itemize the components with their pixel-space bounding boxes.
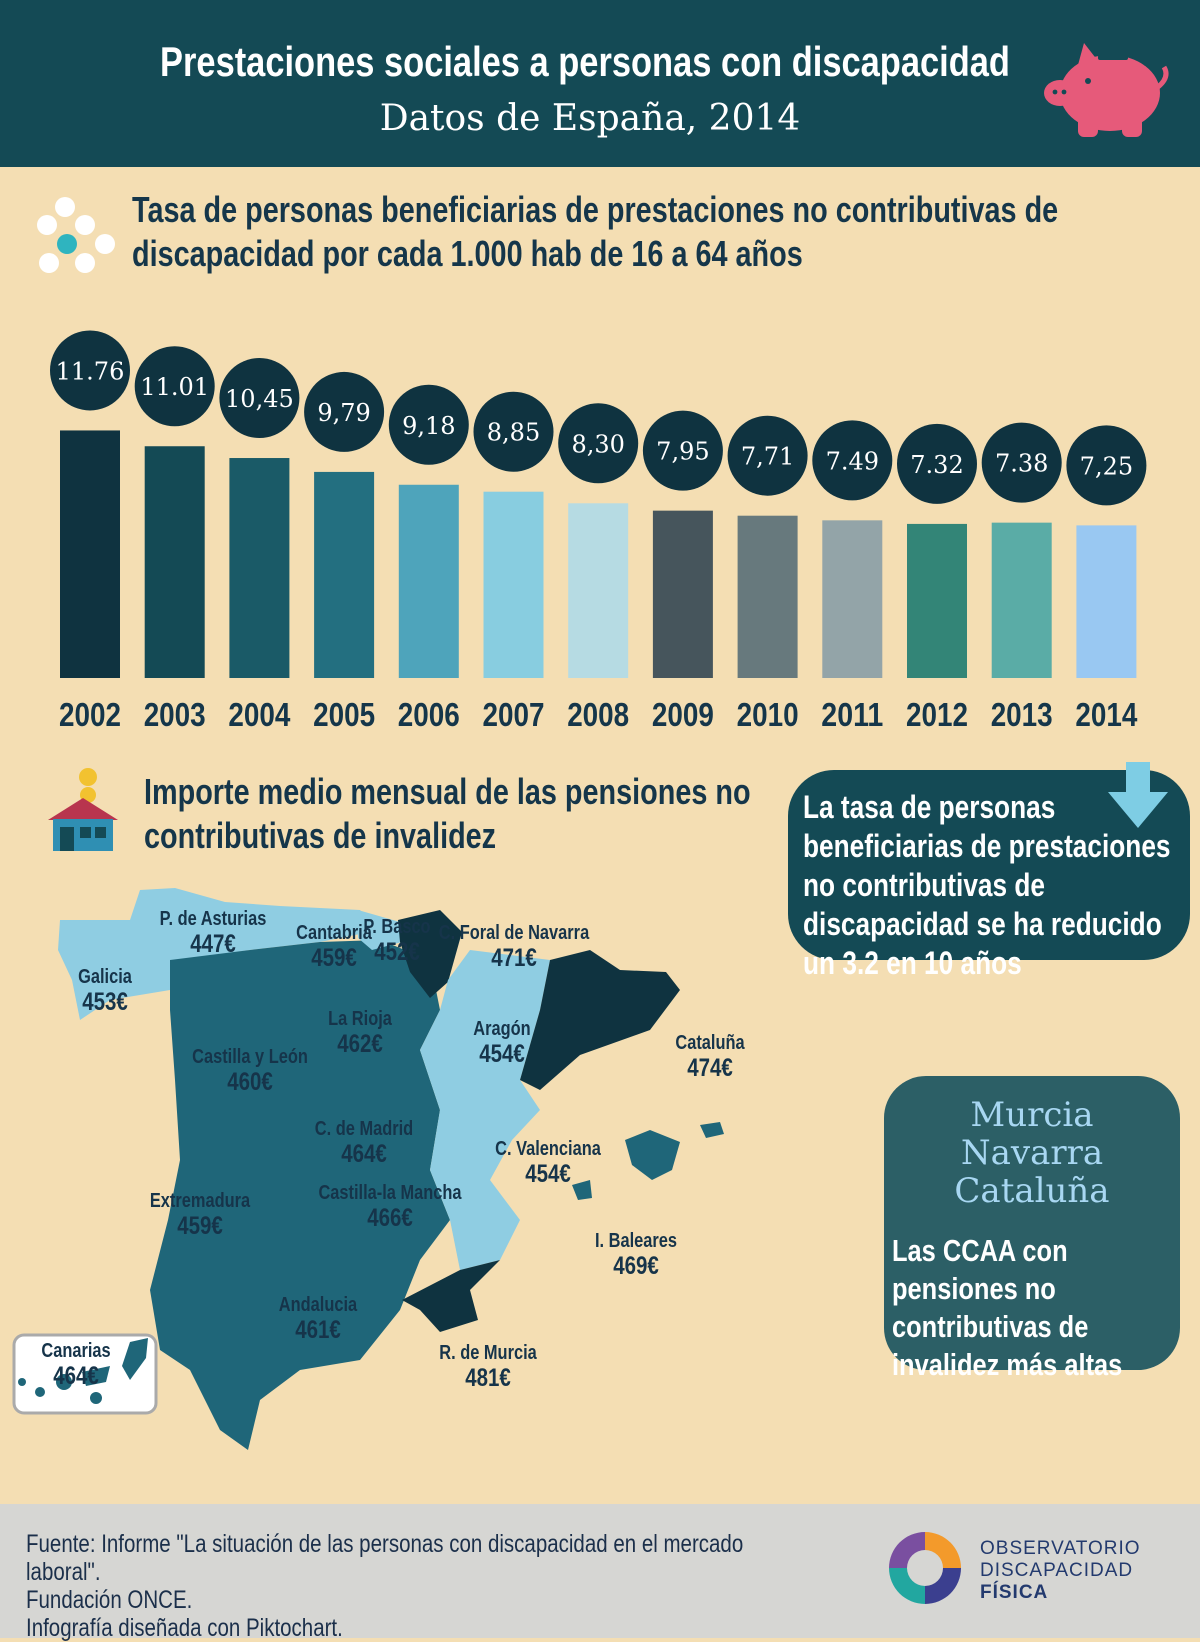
year-label-2011: 2011	[821, 696, 883, 733]
bar-chart: 11.76 2002 11.01 2003 10,45 2004 9,79 2005 9,18 2…	[50, 330, 1147, 733]
year-label-2006: 2006	[398, 696, 460, 733]
dots-icon	[37, 197, 115, 273]
year-label-2013: 2013	[991, 696, 1053, 733]
top-ccaa-description: Las CCAA con pensiones no contributivas …	[892, 1233, 1123, 1382]
year-label-2012: 2012	[906, 696, 968, 733]
bar-2009	[652, 510, 713, 678]
map-label-5: La Rioja 462€	[328, 1008, 392, 1058]
value-bubble-2006	[388, 384, 469, 465]
bar-2003	[144, 446, 205, 678]
value-bubble-2002	[50, 330, 130, 411]
top-ccaa-names: Murcia Navarra Cataluña	[954, 1095, 1110, 1211]
region-cataluna	[520, 950, 680, 1090]
value-bubble-2004	[219, 358, 300, 439]
value-bubble-2013	[981, 422, 1062, 503]
region-navarra	[398, 910, 462, 998]
year-label-2005: 2005	[313, 696, 375, 733]
year-label-2008: 2008	[567, 696, 629, 733]
value-bubble-2005	[304, 371, 385, 452]
value-label-2002: 11.76	[56, 357, 125, 385]
value-bubble-2010	[727, 415, 808, 496]
year-label-2007: 2007	[483, 696, 545, 733]
map-label-15: R. de Murcia 481€	[439, 1342, 537, 1392]
spain-map	[12, 888, 724, 1450]
year-label-2010: 2010	[737, 696, 799, 733]
value-label-2013: 7.38	[995, 450, 1048, 478]
observatorio-logo-icon	[889, 1532, 961, 1604]
map-label-8: Castilla y León 460€	[192, 1046, 308, 1096]
value-label-2011: 7.49	[826, 447, 879, 475]
value-bubble-2012	[897, 423, 977, 504]
value-label-2007: 8,85	[487, 419, 540, 447]
house-coin-icon	[48, 768, 118, 851]
bar-2013	[991, 522, 1052, 678]
value-label-2006: 9,18	[402, 412, 455, 440]
map-label-1: Cantabria 459€	[296, 922, 372, 972]
bar-2014	[1076, 525, 1137, 678]
value-label-2010: 7,71	[741, 443, 794, 471]
map-label-0: P. de Asturias 447€	[159, 908, 267, 958]
value-bubble-2008	[558, 403, 639, 484]
value-label-2012: 7.32	[910, 451, 963, 479]
map-label-6: Aragón 454€	[473, 1018, 531, 1068]
value-bubble-2014	[1066, 425, 1147, 506]
bar-2010	[737, 515, 798, 678]
page-title: Prestaciones sociales a personas con dis…	[160, 38, 1010, 85]
value-bubble-2011	[812, 420, 893, 501]
region-baleares	[625, 1130, 680, 1180]
source-text: Fuente: Informe "La situación de las per…	[26, 1530, 744, 1642]
bar-2011	[822, 520, 883, 678]
bar-2002	[60, 430, 120, 678]
map-label-13: I. Baleares 469€	[594, 1230, 678, 1280]
value-label-2009: 7,95	[656, 438, 709, 466]
footer: Fuente: Informe "La situación de las per…	[0, 1504, 1200, 1642]
region-murcia	[402, 1260, 500, 1332]
section-title-pensions: Importe medio mensual de las pensiones n…	[144, 771, 751, 856]
value-label-2004: 10,45	[225, 385, 294, 413]
region-aragon-valencia	[420, 950, 550, 1270]
region-pvasco	[358, 910, 402, 950]
year-label-2002: 2002	[59, 696, 121, 733]
bar-2006	[398, 484, 459, 678]
map-label-4: Galicia 453€	[78, 966, 132, 1016]
value-bubble-2009	[642, 410, 723, 491]
map-label-3: C. Foral de Navarra 471€	[438, 922, 590, 972]
bar-2008	[568, 503, 629, 678]
map-label-9: C. de Madrid 464€	[314, 1118, 414, 1168]
year-label-2003: 2003	[144, 696, 206, 733]
bar-2004	[229, 458, 290, 678]
value-bubble-2003	[134, 346, 215, 427]
page-subtitle: Datos de España, 2014	[379, 98, 801, 139]
reduction-callout: La tasa de personas beneficiarias de pre…	[788, 762, 1190, 981]
map-label-11: Extremadura 459€	[149, 1190, 251, 1240]
map-label-16: Canarias 464€	[41, 1340, 111, 1390]
brand-name: OBSERVATORIO DISCAPACIDAD FÍSICA	[980, 1538, 1141, 1603]
value-label-2008: 8,30	[571, 430, 624, 458]
piggy-bank-icon	[1044, 43, 1169, 137]
bar-2005	[314, 471, 375, 678]
bar-2012	[907, 523, 967, 678]
value-label-2003: 11.01	[140, 373, 209, 401]
top-ccaa-box: Murcia Navarra Cataluña Las CCAA con pen…	[884, 1076, 1180, 1382]
header: Prestaciones sociales a personas con dis…	[0, 0, 1200, 167]
year-label-2004: 2004	[228, 696, 291, 733]
value-label-2014: 7,25	[1080, 452, 1133, 480]
value-label-2005: 9,79	[317, 399, 370, 427]
year-label-2014: 2014	[1075, 696, 1138, 733]
region-center	[150, 940, 450, 1450]
arrow-down-icon	[1108, 762, 1168, 828]
value-bubble-2007	[473, 391, 554, 472]
year-label-2009: 2009	[652, 696, 714, 733]
bar-2007	[483, 491, 544, 678]
map-label-7: Cataluña 474€	[675, 1032, 745, 1082]
map-label-14: Andalucia 461€	[278, 1294, 358, 1344]
map-label-2: P. Basco 452€	[363, 916, 431, 966]
map-label-12: Castilla-la Mancha 466€	[318, 1182, 462, 1232]
map-label-10: C. Valenciana 454€	[495, 1138, 601, 1188]
callout-text: La tasa de personas beneficiarias de pre…	[803, 789, 1171, 981]
section-title-rate: Tasa de personas beneficiarias de presta…	[132, 189, 1059, 274]
